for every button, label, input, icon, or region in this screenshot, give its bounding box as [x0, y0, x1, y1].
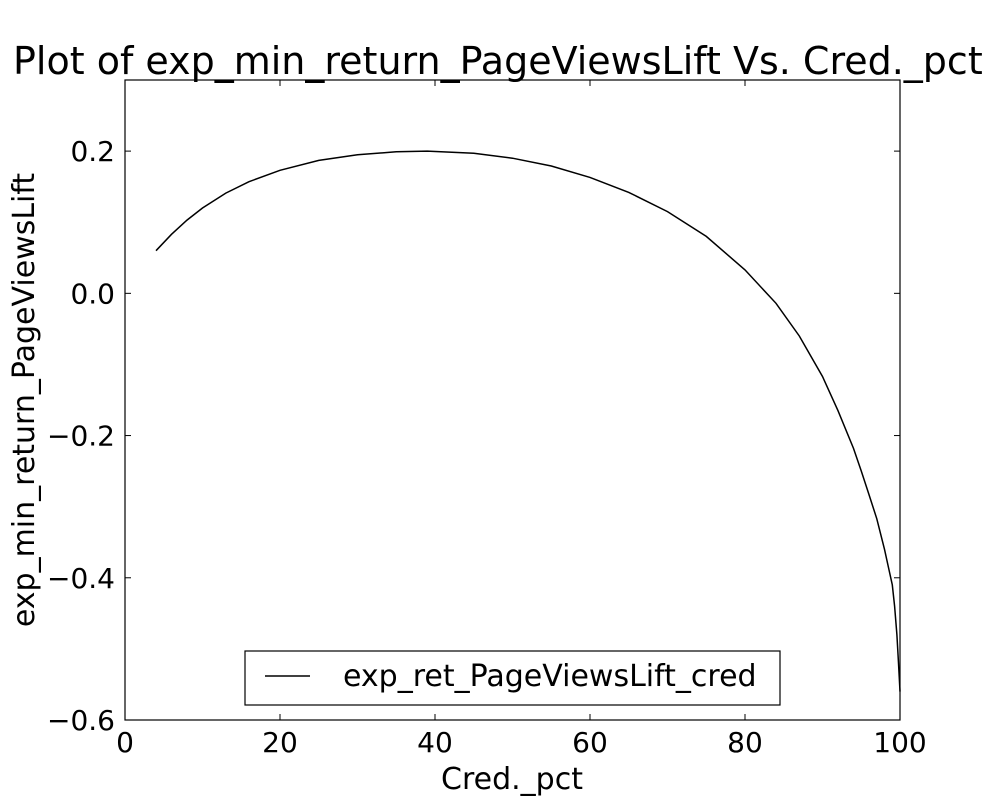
series-line	[155, 150, 901, 692]
chart-title: Plot of exp_min_return_PageViewsLift Vs.…	[13, 39, 983, 83]
x-tick-label: 80	[727, 726, 763, 759]
plot-frame	[124, 79, 901, 721]
x-tick-label: 60	[572, 726, 608, 759]
y-axis-ticks: −0.6 −0.4 −0.2 0.0 0.2	[47, 135, 900, 737]
y-tick-label: −0.4	[47, 562, 115, 595]
legend-label: exp_ret_PageViewsLift_cred	[343, 659, 757, 694]
x-tick-label: 40	[417, 726, 453, 759]
y-axis-label: exp_min_return_PageViewsLift	[7, 173, 42, 628]
x-axis-ticks: 0 20 40 60 80 100	[116, 80, 927, 759]
y-tick-label: −0.2	[47, 420, 115, 453]
x-tick-label: 100	[873, 726, 926, 759]
y-tick-label: −0.6	[47, 704, 115, 737]
x-tick-label: 0	[116, 726, 134, 759]
y-tick-label: 0.2	[70, 135, 115, 168]
legend-box	[244, 650, 781, 706]
legend: exp_ret_PageViewsLift_cred	[244, 650, 781, 706]
x-axis-label: Cred._pct	[441, 762, 583, 797]
x-tick-label: 20	[262, 726, 298, 759]
y-tick-label: 0.0	[70, 277, 115, 310]
